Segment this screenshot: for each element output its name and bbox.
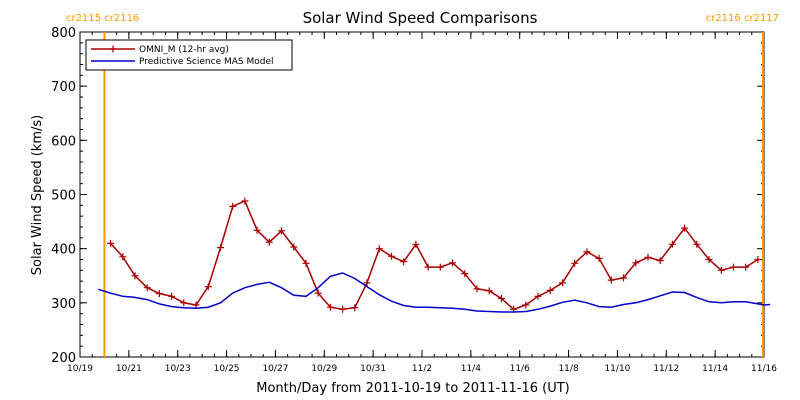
omni-data-point: [742, 263, 750, 271]
omni-data-point: [339, 305, 347, 313]
omni-data-point: [326, 303, 334, 311]
omni-data-point: [620, 274, 627, 282]
y-tick-label: 300: [51, 297, 76, 312]
omni-data-point: [290, 243, 298, 251]
omni-data-point: [632, 259, 640, 267]
omni-data-point: [717, 266, 725, 274]
x-tick-label: 11/12: [653, 364, 679, 374]
x-tick-label: 11/16: [751, 364, 777, 374]
x-tick-label: 10/31: [360, 364, 386, 374]
mas-series-line: [98, 272, 771, 313]
omni-data-point: [217, 244, 224, 252]
x-tick-label: 11/4: [461, 364, 481, 374]
omni-data-point: [107, 239, 114, 247]
legend: OMNI_M (12-hr avg) Predictive Science MA…: [85, 39, 293, 71]
legend-label-omni: OMNI_M (12-hr avg): [139, 45, 229, 55]
omni-data-point: [388, 252, 395, 260]
x-tick-label: 11/6: [510, 364, 530, 374]
omni-data-point: [497, 295, 505, 302]
omni-data-point: [730, 263, 737, 271]
omni-data-point: [204, 283, 212, 291]
omni-data-point: [143, 284, 151, 292]
x-tick-label: 10/21: [116, 364, 142, 374]
omni-data-point: [155, 290, 163, 298]
omni-data-point: [168, 292, 176, 300]
omni-data-point: [559, 279, 566, 287]
omni-data-point: [583, 248, 591, 256]
omni-data-point: [644, 253, 652, 261]
omni-data-point: [546, 286, 554, 294]
omni-data-point: [668, 240, 676, 248]
y-tick-label: 800: [51, 26, 76, 41]
omni-data-point: [534, 292, 542, 300]
omni-data-point: [656, 257, 664, 265]
omni-data-point: [119, 253, 127, 261]
omni-data-point: [705, 256, 713, 263]
omni-data-point: [436, 263, 444, 271]
x-tick-label: 11/10: [604, 364, 630, 374]
legend-marker-omni: [109, 45, 117, 53]
carrington-marker-label: cr2115 cr2116: [66, 13, 139, 24]
omni-data-point: [571, 259, 579, 267]
omni-data-point: [375, 245, 383, 253]
x-tick-label: 10/25: [214, 364, 240, 374]
x-tick-label: 10/23: [165, 364, 191, 374]
omni-data-point: [180, 299, 188, 307]
omni-data-point: [241, 197, 249, 205]
omni-data-point: [461, 270, 469, 278]
y-tick-label: 200: [51, 351, 76, 366]
omni-data-point: [314, 289, 322, 297]
omni-data-point: [229, 202, 237, 210]
omni-data-point: [607, 276, 615, 284]
x-tick-label: 10/19: [67, 364, 93, 374]
omni-data-point: [265, 238, 273, 246]
omni-data-point: [131, 272, 139, 280]
omni-data-point: [412, 240, 420, 248]
omni-data-point: [278, 227, 285, 235]
omni-data-point: [400, 258, 408, 266]
y-tick-label: 500: [51, 189, 76, 204]
x-axis-title: Month/Day from 2011-10-19 to 2011-11-16 …: [256, 381, 569, 396]
x-tick-label: 11/14: [702, 364, 728, 374]
omni-data-point: [595, 254, 603, 262]
omni-data-point: [485, 287, 493, 295]
y-axis-title: Solar Wind Speed (km/s): [30, 115, 45, 275]
omni-data-point: [681, 224, 689, 232]
omni-data-point: [363, 279, 371, 287]
omni-data-point: [522, 301, 530, 309]
omni-data-point: [473, 285, 481, 293]
omni-data-point: [253, 226, 261, 234]
x-tick-label: 11/8: [558, 364, 578, 374]
y-tick-label: 600: [51, 134, 76, 149]
plot-area: 10/19 10/21 10/23 10/25 10/27 10/29 10/31 11/2 1…: [51, 13, 779, 374]
omni-data-point: [424, 263, 432, 271]
y-tick-label: 700: [51, 80, 76, 95]
legend-box: [85, 39, 293, 71]
x-tick-label: 10/27: [262, 364, 288, 374]
omni-data-point: [449, 259, 456, 267]
omni-data-point: [302, 259, 310, 267]
omni-data-point: [351, 304, 359, 312]
x-tick-label: 11/2: [412, 364, 432, 374]
x-tick-label: 10/29: [311, 364, 337, 374]
chart-title: Solar Wind Speed Comparisons: [303, 9, 538, 27]
carrington-marker-label: cr2116 cr2117: [706, 13, 779, 24]
omni-data-point: [192, 301, 200, 309]
omni-data-point: [693, 240, 701, 248]
omni-data-point: [754, 256, 762, 263]
y-tick-label: 400: [51, 243, 76, 258]
legend-label-mas: Predictive Science MAS Model: [139, 57, 274, 67]
